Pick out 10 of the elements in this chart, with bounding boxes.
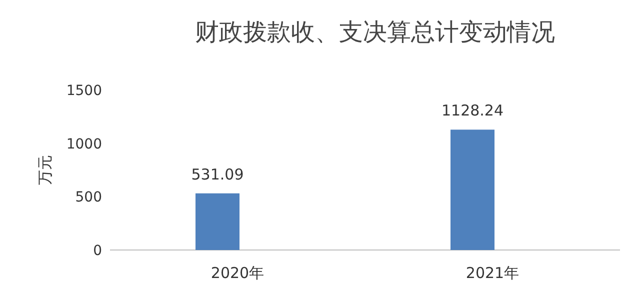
x-tick-label: 2020年 xyxy=(210,264,264,282)
y-tick-label: 1000 xyxy=(66,136,102,152)
data-label: 1128.24 xyxy=(441,102,504,120)
y-axis-title: 万元 xyxy=(36,155,54,185)
y-tick-label: 1500 xyxy=(66,83,102,99)
x-tick-label: 2021年 xyxy=(466,264,520,282)
data-label: 531.09 xyxy=(191,165,244,184)
y-tick-label: 0 xyxy=(93,243,102,259)
y-tick-label: 500 xyxy=(75,190,102,206)
chart-title: 财政拨款收、支决算总计变动情况 xyxy=(195,18,555,46)
